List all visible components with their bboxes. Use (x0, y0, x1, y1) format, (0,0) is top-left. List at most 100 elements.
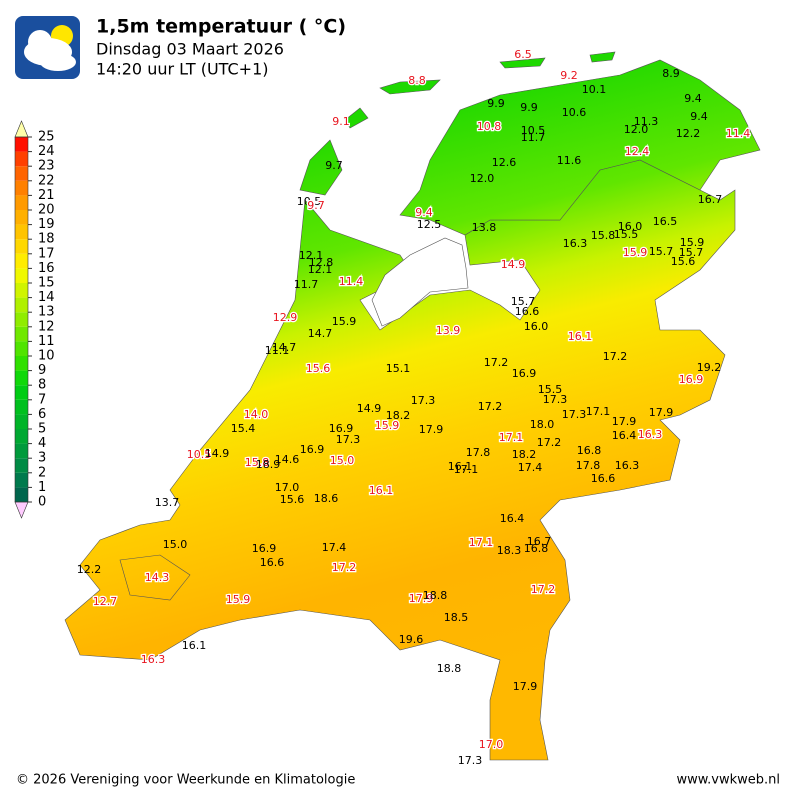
subtitle: 14:20 uur LT (UTC+1) (96, 60, 269, 79)
station-value: 15.7 (511, 295, 536, 308)
station-value: 15.9 (623, 246, 648, 259)
colorbar-band (15, 385, 28, 400)
colorbar-tick-label: 0 (38, 495, 46, 510)
station-value: 16.8 (577, 444, 602, 457)
station-value: 17.2 (537, 436, 562, 449)
station-value: 12.1 (308, 263, 333, 276)
colorbar-band (15, 166, 28, 181)
station-value: 15.6 (306, 362, 331, 375)
colorbar-tick-label: 20 (38, 203, 55, 218)
station-value: 17.1 (586, 405, 611, 418)
station-value: 17.1 (454, 463, 479, 476)
station-value: 12.7 (93, 595, 118, 608)
footer-right: www.vwkweb.nl (676, 773, 780, 788)
station-value: 16.4 (612, 429, 637, 442)
colorbar-band (15, 195, 28, 210)
station-value: 15.9 (375, 419, 400, 432)
colorbar-tick-label: 25 (38, 130, 55, 145)
station-value: 18.8 (423, 589, 448, 602)
station-value: 18.0 (530, 418, 555, 431)
station-value: 17.1 (499, 431, 524, 444)
colorbar-tick-label: 12 (38, 319, 55, 334)
colorbar-frame (14, 136, 29, 503)
water (371, 237, 469, 327)
station-value: 9.9 (520, 101, 538, 114)
colorbar-tick-label: 16 (38, 261, 55, 276)
station-value: 15.9 (226, 593, 251, 606)
land (64, 51, 761, 761)
station-value: 13.7 (155, 496, 180, 509)
station-value: 12.4 (625, 145, 650, 158)
station-value: 17.4 (322, 541, 347, 554)
station-value: 14.7 (308, 327, 333, 340)
station-value: 18.2 (512, 448, 537, 461)
station-value: 11.7 (521, 131, 546, 144)
station-value: 17.3 (411, 394, 436, 407)
station-value: 11.7 (294, 278, 319, 291)
colorbar-tick-label: 3 (38, 451, 46, 466)
station-value: 18.6 (314, 492, 339, 505)
station-value: 9.4 (684, 92, 702, 105)
colorbar-tick-label: 2 (38, 465, 46, 480)
colorbar-tick-label: 23 (38, 159, 55, 174)
station-value: 15.6 (671, 255, 696, 268)
station-value: 11.6 (557, 154, 582, 167)
station-value: 11.4 (726, 127, 751, 140)
station-value: 16.1 (369, 484, 394, 497)
station-value: 18.3 (497, 544, 522, 557)
station-value: 16.0 (618, 220, 643, 233)
station-value: 17.3 (458, 754, 483, 767)
colorbar-under (14, 501, 29, 519)
station-value: 17.8 (576, 459, 601, 472)
station-value: 10.8 (477, 120, 502, 133)
colorbar-band (15, 443, 28, 459)
station-value: 17.0 (275, 481, 300, 494)
station-value: 19.2 (697, 361, 722, 374)
station-value: 17.4 (518, 461, 543, 474)
station-value: 15.7 (649, 245, 674, 258)
station-value: 10.5 (187, 448, 212, 461)
station-value: 15.5 (614, 228, 639, 241)
station-value: 16.6 (515, 305, 540, 318)
station-value: 15.4 (231, 422, 256, 435)
station-value: 17.1 (469, 536, 494, 549)
station-value: 12.2 (676, 127, 701, 140)
station-value: 17.2 (478, 400, 503, 413)
station-value: 19.6 (399, 633, 424, 646)
station-value: 16.1 (448, 460, 473, 473)
station-value: 16.3 (638, 428, 663, 441)
station-value: 18.9 (256, 458, 281, 471)
station-value: 16.3 (141, 653, 166, 666)
colorbar-tick-label: 10 (38, 349, 55, 364)
colorbar-tick-label: 15 (38, 276, 55, 291)
station-value: 11.3 (634, 115, 659, 128)
colorbar-over (14, 120, 29, 138)
title: 1,5m temperatuur ( °C) (96, 16, 346, 38)
station-value: 17.9 (513, 680, 538, 693)
colorbar-tick-label: 11 (38, 334, 55, 349)
station-value: 14.7 (272, 341, 297, 354)
station-value: 17.9 (612, 415, 637, 428)
station-value: 16.9 (679, 373, 704, 386)
colorbar-band (15, 210, 28, 225)
station-value: 15.8 (245, 456, 270, 469)
station-value: 10.5 (521, 124, 546, 137)
station-value: 17.0 (479, 738, 504, 751)
station-value: 15.6 (280, 493, 305, 506)
colorbar-band (15, 297, 28, 313)
station-value: 17.8 (466, 446, 491, 459)
station-value: 12.9 (273, 311, 298, 324)
station-value: 15.5 (538, 383, 563, 396)
station-value: 14.9 (501, 258, 526, 271)
station-value: 17.9 (419, 423, 444, 436)
colorbar-tick-label: 19 (38, 217, 55, 232)
colorbar-band (15, 429, 28, 444)
colorbar-tick-label: 21 (38, 188, 55, 203)
colorbar-band (15, 283, 28, 298)
station-value: 15.7 (679, 246, 704, 259)
station-value: 9.7 (325, 159, 343, 172)
station-value: 17.2 (332, 561, 357, 574)
colorbar-band (15, 341, 28, 356)
station-value: 14.6 (275, 453, 300, 466)
colorbar-band (15, 414, 28, 429)
